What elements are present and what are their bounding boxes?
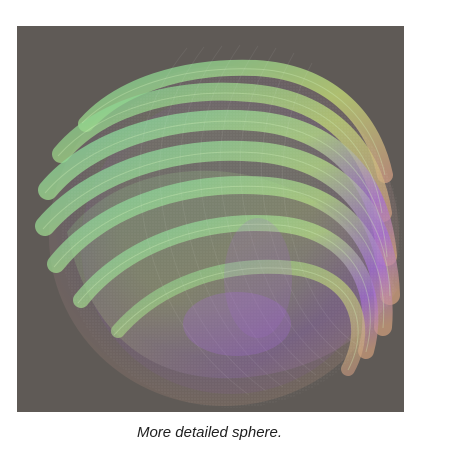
image-frame xyxy=(17,26,404,412)
figure-caption: More detailed sphere. xyxy=(136,424,283,441)
sphere-illustration xyxy=(35,44,402,408)
